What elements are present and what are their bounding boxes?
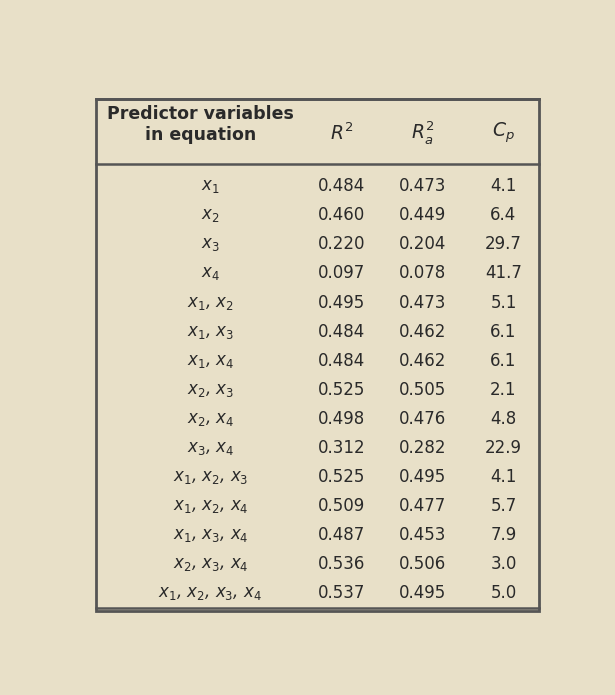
Text: 0.473: 0.473 bbox=[399, 293, 446, 311]
Text: 0.097: 0.097 bbox=[318, 265, 365, 282]
Text: 0.220: 0.220 bbox=[318, 236, 365, 254]
Text: $x_1$, $x_2$: $x_1$, $x_2$ bbox=[187, 293, 234, 311]
Text: $x_1$, $x_4$: $x_1$, $x_4$ bbox=[187, 352, 234, 370]
Text: $R_a^2$: $R_a^2$ bbox=[411, 120, 434, 147]
Text: 7.9: 7.9 bbox=[490, 526, 517, 544]
Text: $x_1$, $x_2$, $x_3$, $x_4$: $x_1$, $x_2$, $x_3$, $x_4$ bbox=[159, 584, 262, 603]
Text: 5.7: 5.7 bbox=[490, 497, 517, 515]
Text: $x_3$: $x_3$ bbox=[201, 236, 220, 254]
Text: 6.1: 6.1 bbox=[490, 352, 517, 370]
Text: 0.204: 0.204 bbox=[399, 236, 446, 254]
Text: 0.537: 0.537 bbox=[318, 584, 365, 603]
Text: 0.312: 0.312 bbox=[317, 439, 365, 457]
Text: $x_2$, $x_3$, $x_4$: $x_2$, $x_3$, $x_4$ bbox=[173, 555, 248, 573]
Text: $C_p$: $C_p$ bbox=[492, 121, 515, 145]
Text: 0.484: 0.484 bbox=[318, 177, 365, 195]
Text: 0.536: 0.536 bbox=[318, 555, 365, 573]
Text: 0.495: 0.495 bbox=[399, 468, 446, 486]
Text: 5.1: 5.1 bbox=[490, 293, 517, 311]
Text: 0.078: 0.078 bbox=[399, 265, 446, 282]
Text: 41.7: 41.7 bbox=[485, 265, 522, 282]
Text: 0.525: 0.525 bbox=[318, 468, 365, 486]
Text: 6.1: 6.1 bbox=[490, 322, 517, 341]
Text: 4.1: 4.1 bbox=[490, 177, 517, 195]
Text: 22.9: 22.9 bbox=[485, 439, 522, 457]
Text: $x_3$, $x_4$: $x_3$, $x_4$ bbox=[187, 439, 234, 457]
Text: 0.462: 0.462 bbox=[399, 352, 446, 370]
Text: 0.484: 0.484 bbox=[318, 352, 365, 370]
Text: 0.477: 0.477 bbox=[399, 497, 446, 515]
Text: $x_1$, $x_3$, $x_4$: $x_1$, $x_3$, $x_4$ bbox=[173, 526, 248, 544]
Text: $x_1$, $x_2$, $x_3$: $x_1$, $x_2$, $x_3$ bbox=[173, 468, 248, 486]
Text: 0.462: 0.462 bbox=[399, 322, 446, 341]
Text: 29.7: 29.7 bbox=[485, 236, 522, 254]
Text: $x_4$: $x_4$ bbox=[201, 265, 220, 282]
Text: Predictor variables
in equation: Predictor variables in equation bbox=[108, 105, 294, 144]
Text: $x_1$: $x_1$ bbox=[201, 177, 220, 195]
Text: 0.460: 0.460 bbox=[318, 206, 365, 224]
Text: $R^2$: $R^2$ bbox=[330, 122, 353, 144]
Text: 0.282: 0.282 bbox=[399, 439, 446, 457]
Text: 0.525: 0.525 bbox=[318, 381, 365, 399]
Text: 0.495: 0.495 bbox=[318, 293, 365, 311]
Text: 5.0: 5.0 bbox=[490, 584, 517, 603]
Text: $x_1$, $x_2$, $x_4$: $x_1$, $x_2$, $x_4$ bbox=[173, 497, 248, 515]
Text: 4.1: 4.1 bbox=[490, 468, 517, 486]
Text: $x_1$, $x_3$: $x_1$, $x_3$ bbox=[187, 322, 234, 341]
Text: 0.476: 0.476 bbox=[399, 410, 446, 428]
Text: 0.473: 0.473 bbox=[399, 177, 446, 195]
Text: 4.8: 4.8 bbox=[490, 410, 517, 428]
Text: 2.1: 2.1 bbox=[490, 381, 517, 399]
Text: 0.484: 0.484 bbox=[318, 322, 365, 341]
Text: $x_2$: $x_2$ bbox=[201, 206, 220, 224]
Text: 0.495: 0.495 bbox=[399, 584, 446, 603]
Text: 0.506: 0.506 bbox=[399, 555, 446, 573]
Text: 0.487: 0.487 bbox=[318, 526, 365, 544]
Text: 0.453: 0.453 bbox=[399, 526, 446, 544]
Text: 0.498: 0.498 bbox=[318, 410, 365, 428]
Text: 0.505: 0.505 bbox=[399, 381, 446, 399]
Text: 0.509: 0.509 bbox=[318, 497, 365, 515]
Text: $x_2$, $x_3$: $x_2$, $x_3$ bbox=[187, 381, 234, 399]
Text: 3.0: 3.0 bbox=[490, 555, 517, 573]
Text: 6.4: 6.4 bbox=[490, 206, 517, 224]
Text: $x_2$, $x_4$: $x_2$, $x_4$ bbox=[187, 410, 234, 428]
Text: 0.449: 0.449 bbox=[399, 206, 446, 224]
